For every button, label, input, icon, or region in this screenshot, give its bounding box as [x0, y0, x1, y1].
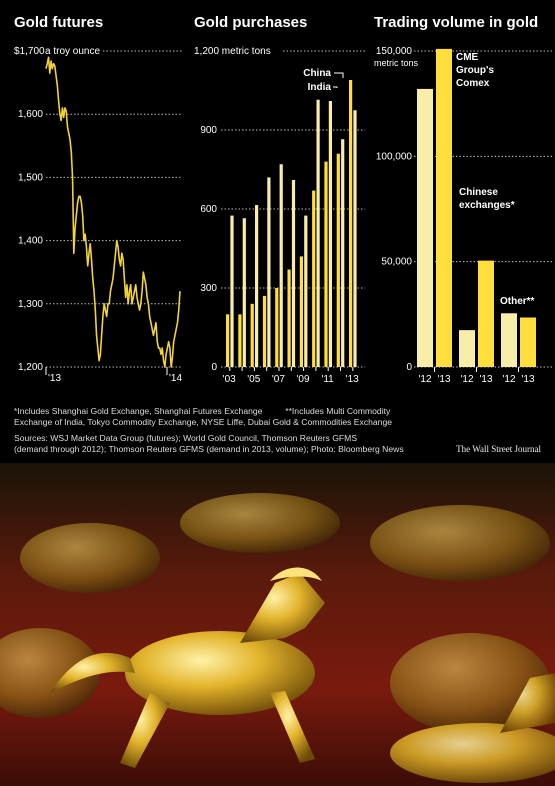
footnote-2: Exchange of India, Tokyo Commodity Excha… [14, 417, 393, 427]
bar-china [324, 161, 328, 367]
legend-india: India [308, 82, 332, 93]
x-tick-label: '12 [460, 374, 473, 385]
bar-india [267, 177, 271, 367]
bar-china [349, 79, 353, 367]
bar-china [275, 288, 279, 367]
wsj-logo: The Wall Street Journal [456, 444, 541, 454]
bar-chinese-2012 [459, 330, 475, 367]
sources-line-1: Sources: WSJ Market Data Group (futures)… [14, 433, 358, 443]
y-tick-label: 900 [200, 125, 217, 136]
bar-china [336, 153, 340, 367]
bar-china [238, 314, 242, 367]
x-tick-label: '07 [272, 374, 285, 385]
gold-horses-photo [0, 463, 555, 786]
bar-china [287, 269, 291, 367]
bar-china [250, 303, 254, 367]
bar-comex-2013 [436, 48, 452, 367]
bar-india [316, 99, 320, 367]
x-tick-label: '13 [521, 374, 534, 385]
x-tick-label: '13 [48, 373, 61, 384]
y-tick-label: 1,300 [18, 299, 43, 310]
x-tick-label: '03 [223, 374, 236, 385]
bar-india [279, 164, 283, 367]
x-tick-label: '12 [418, 374, 431, 385]
bar-india [291, 180, 296, 367]
bar-comex-2012 [417, 88, 433, 368]
y-tick-label-top: $1,700 [14, 46, 45, 57]
y-tick-label: 150,000 [376, 46, 413, 57]
bar-china [262, 295, 267, 367]
footnote-1: *Includes Shanghai Gold Exchange, Shangh… [14, 406, 554, 417]
legend-china: China [303, 68, 331, 79]
x-tick-label: '13 [437, 374, 450, 385]
y-tick-label: 300 [200, 283, 217, 294]
x-tick-label: '12 [502, 374, 515, 385]
gold-futures-chart: $1,700 a troy ounce 1,600 1,500 1,400 1,300 1,… [14, 46, 182, 384]
bar-india [353, 110, 357, 367]
y-tick-label: 1,500 [18, 172, 43, 183]
bar-india [230, 215, 234, 367]
y-tick-label: 600 [200, 204, 217, 215]
bar-india [341, 139, 345, 367]
bar-india [255, 205, 259, 367]
bar-india [242, 218, 246, 367]
bar-other-2013 [520, 317, 536, 367]
group-label-0: CME [456, 52, 479, 63]
trading-volume-chart: 150,000 100,000 50,000 0 metric tons '12 '13 CM… [374, 46, 552, 385]
bar-india [328, 101, 332, 368]
group-label-2: Other** [500, 296, 535, 307]
group-label-0: Group's [456, 65, 494, 76]
x-tick-label: '13 [346, 374, 359, 385]
x-tick-label: '09 [296, 374, 309, 385]
x-tick-label: '13 [479, 374, 492, 385]
y-tick-label: 1,400 [18, 236, 43, 247]
sources-line-2: (demand through 2012); Thomson Reuters G… [14, 444, 404, 454]
y-tick-label: 50,000 [381, 257, 412, 268]
y-tick-label: 100,000 [376, 151, 413, 162]
x-tick-label: '11 [321, 374, 334, 385]
x-tick-label: '14 [169, 373, 182, 384]
unit-label: metric tons [374, 58, 419, 68]
unit-label: a troy ounce [45, 46, 100, 57]
unit-label: 1,200 metric tons [194, 46, 271, 57]
bar-china [299, 256, 303, 367]
bar-china [312, 190, 316, 367]
group-label-1: exchanges* [459, 200, 515, 211]
footnote-shanghai: *Includes Shanghai Gold Exchange, Shangh… [14, 406, 263, 416]
gold-purchases-title: Gold purchases [194, 14, 308, 31]
bar-chinese-2013 [478, 260, 494, 367]
x-tick-label: '05 [247, 374, 260, 385]
y-tick-label: 1,600 [18, 109, 43, 120]
group-label-1: Chinese [459, 187, 498, 198]
y-tick-label: 1,200 [18, 362, 43, 373]
gold-purchases-chart: 1,200 metric tons 900 600 300 0 '03 '05 '07 '09 '… [194, 46, 365, 385]
bar-india [304, 215, 308, 367]
gold-futures-title: Gold futures [14, 14, 104, 31]
legend-leader-china [334, 72, 344, 78]
y-tick-label: 0 [211, 362, 217, 373]
price-line [45, 56, 181, 368]
y-tick-label: 0 [406, 362, 412, 373]
group-label-0: Comex [456, 78, 490, 89]
bar-china [226, 314, 230, 367]
trading-volume-title: Trading volume in gold [374, 14, 539, 31]
footnote-mcx: **Includes Multi Commodity [285, 406, 391, 416]
legend-leader-india [333, 86, 338, 88]
bar-other-2012 [501, 313, 517, 367]
